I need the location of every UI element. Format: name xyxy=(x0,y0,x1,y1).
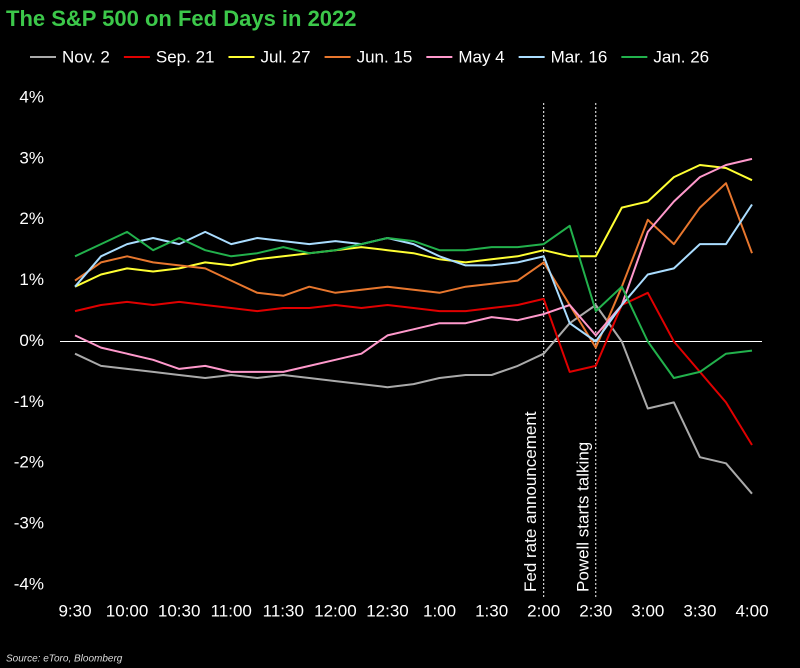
legend-label: Jan. 26 xyxy=(653,47,709,66)
series-line xyxy=(74,164,753,288)
x-tick-label: 10:00 xyxy=(106,601,149,620)
series-line xyxy=(74,157,753,373)
x-tick-label: 4:00 xyxy=(735,601,768,620)
legend-label: May 4 xyxy=(458,47,504,66)
series-line xyxy=(74,224,753,379)
y-tick-label: 3% xyxy=(19,148,44,167)
x-tick-label: 11:30 xyxy=(263,601,304,620)
y-tick-label: 4% xyxy=(19,87,44,106)
x-tick-label: 2:00 xyxy=(527,601,560,620)
series-line xyxy=(74,304,753,495)
annotation-text: Powell starts talking xyxy=(573,442,592,592)
legend-label: Nov. 2 xyxy=(62,47,110,66)
y-tick-label: -2% xyxy=(14,453,44,472)
series-line xyxy=(74,291,753,446)
legend-label: Mar. 16 xyxy=(551,47,608,66)
x-tick-label: 3:30 xyxy=(683,601,716,620)
legend-label: Jul. 27 xyxy=(260,47,310,66)
y-tick-label: 2% xyxy=(19,209,44,228)
x-tick-label: 1:00 xyxy=(423,601,456,620)
x-tick-label: 12:00 xyxy=(314,601,357,620)
legend-label: Sep. 21 xyxy=(156,47,215,66)
y-tick-label: 0% xyxy=(19,331,44,350)
x-tick-label: 9:30 xyxy=(58,601,91,620)
x-tick-label: 12:30 xyxy=(366,601,409,620)
series-line xyxy=(74,203,753,343)
y-tick-label: -1% xyxy=(14,392,44,411)
y-tick-label: -4% xyxy=(14,574,44,593)
y-tick-label: 1% xyxy=(19,270,44,289)
source: Source: eToro, Bloomberg xyxy=(6,654,123,665)
legend-label: Jun. 15 xyxy=(357,47,413,66)
x-tick-label: 1:30 xyxy=(475,601,508,620)
x-tick-label: 2:30 xyxy=(579,601,612,620)
x-tick-label: 3:00 xyxy=(631,601,664,620)
x-tick-label: 11:00 xyxy=(211,601,252,620)
chart-title: The S&P 500 on Fed Days in 2022 xyxy=(6,6,357,31)
series-line xyxy=(74,182,753,349)
annotation-text: Fed rate announcement xyxy=(521,411,540,592)
y-tick-label: -3% xyxy=(14,514,44,533)
x-tick-label: 10:30 xyxy=(158,601,201,620)
